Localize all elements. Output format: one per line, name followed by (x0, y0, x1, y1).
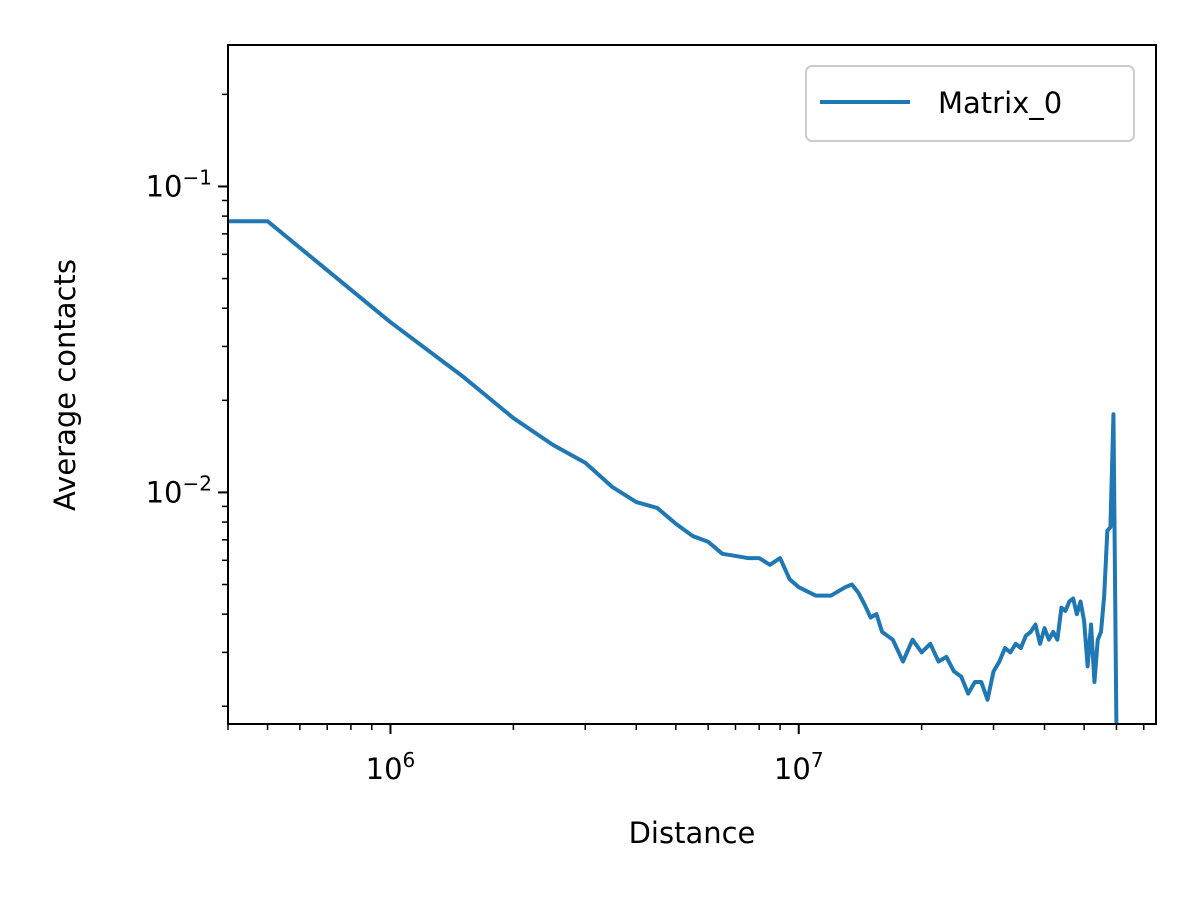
x-tick-label: 106 (366, 748, 416, 786)
y-tick-label: 10−2 (146, 471, 212, 509)
y-tick-label: 10−1 (146, 165, 212, 203)
x-tick-label: 107 (774, 748, 824, 786)
x-axis-label: Distance (629, 816, 756, 850)
series-line-matrix-0 (228, 219, 1119, 724)
y-axis-label: Average contacts (48, 259, 82, 511)
y-axis: 10−1 10−2 (146, 93, 228, 708)
plot-area (227, 44, 1157, 725)
legend-box (805, 65, 1135, 142)
legend-label-matrix-0: Matrix_0 (938, 86, 1062, 120)
x-axis: 106 107 (227, 724, 1145, 786)
legend: Matrix_0 (805, 65, 1135, 142)
series-layer (228, 219, 1119, 724)
plot-frame (227, 44, 1157, 725)
